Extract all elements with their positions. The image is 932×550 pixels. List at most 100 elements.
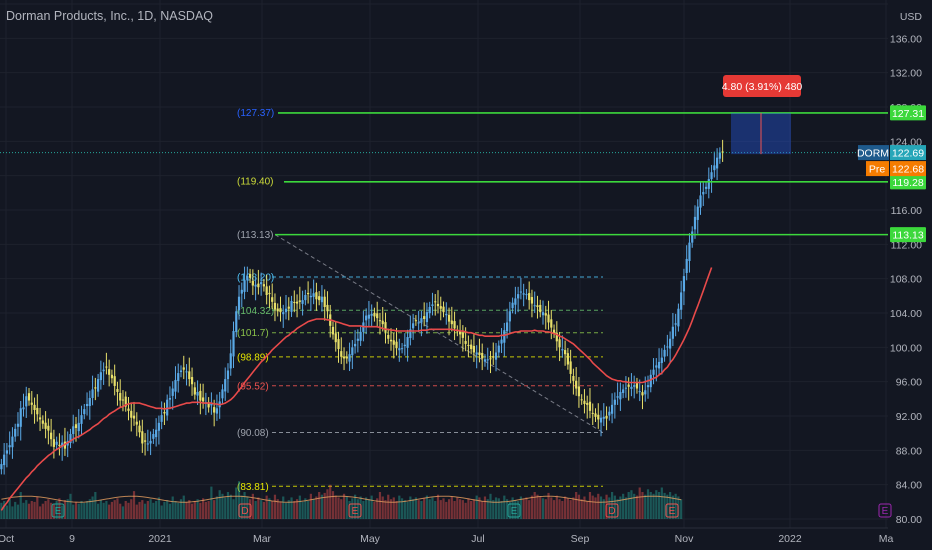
fib-level-label: (119.40) — [237, 176, 274, 187]
pre-label-tag — [866, 161, 889, 177]
volume-bar — [544, 499, 547, 519]
event-marker-icon[interactable]: E — [882, 506, 889, 517]
volume-bar — [11, 506, 14, 519]
candle-body — [14, 428, 17, 437]
price-tick-label: 116.00 — [891, 205, 922, 217]
candle-body — [613, 399, 616, 405]
volume-bar — [44, 501, 47, 519]
event-marker-icon[interactable]: D — [241, 506, 248, 517]
event-marker-icon[interactable] — [605, 503, 619, 518]
level-price-tag[interactable] — [890, 174, 926, 190]
candle-body — [88, 397, 91, 407]
candle-body — [0, 464, 3, 470]
candle-body — [365, 315, 368, 321]
candle-body — [517, 294, 520, 299]
volume-bar — [669, 492, 672, 519]
event-marker-icon[interactable] — [507, 503, 521, 518]
candle-body — [434, 301, 437, 303]
level-price-tag[interactable] — [890, 105, 926, 121]
candle-body — [376, 313, 379, 319]
volume-bar — [483, 496, 487, 519]
volume-bar — [315, 496, 318, 519]
candle-body — [193, 387, 196, 395]
candle-body — [691, 231, 694, 243]
candle-body — [290, 300, 293, 312]
candle-body — [309, 295, 312, 298]
volume-bar — [116, 498, 119, 519]
candle-body — [655, 365, 658, 368]
candle-body — [108, 369, 111, 375]
candle-body — [508, 311, 511, 322]
volume-bar — [500, 501, 503, 519]
measure-tool[interactable]: 4.80 (3.91%) 480 — [722, 75, 803, 155]
candle-body — [135, 421, 138, 425]
candle-body — [398, 348, 401, 351]
event-marker-icon[interactable]: E — [352, 506, 359, 517]
candle-body — [586, 402, 589, 405]
price-tick-label: 100.00 — [890, 342, 922, 354]
price-axis[interactable]: 80.00 84.00 88.00 92.00 96.00 100.00 104.00 108… — [857, 0, 932, 550]
candle-body — [356, 338, 359, 341]
volume-bar — [517, 501, 520, 519]
event-marker-icon[interactable] — [878, 503, 892, 518]
volume-bar — [27, 503, 31, 519]
volume-bar — [646, 489, 650, 519]
candle-body — [127, 408, 130, 411]
volume-bar — [72, 504, 75, 519]
event-marker-icon[interactable]: D — [608, 506, 615, 517]
volume-bar — [558, 499, 561, 519]
candle-body — [235, 311, 238, 333]
volume-bar — [320, 494, 324, 519]
candle-body — [644, 390, 647, 395]
candle-body — [423, 316, 426, 320]
volume-bar — [486, 499, 489, 519]
volume-bar — [108, 504, 111, 519]
fib-retracement[interactable]: (127.37)(119.40)(113.13)(108.20)(104.32)… — [237, 108, 604, 493]
grid-lines — [0, 0, 888, 528]
time-tick-label: Nov — [675, 533, 694, 545]
volume-bar — [174, 501, 177, 519]
level-price-tag[interactable] — [890, 227, 926, 243]
candle-body — [257, 283, 260, 288]
volume-bar — [69, 493, 72, 519]
price-tick-label: 96.00 — [896, 377, 922, 389]
candle-body — [447, 314, 451, 322]
volume-bar — [83, 502, 86, 519]
candle-body — [624, 387, 628, 389]
candle-body — [315, 292, 318, 300]
candle-body — [240, 289, 243, 294]
candle-body — [77, 422, 80, 432]
event-marker-icon[interactable]: E — [55, 506, 62, 517]
candle-body — [16, 423, 20, 427]
volume-bar — [547, 492, 550, 519]
volume-bar — [481, 501, 484, 519]
candle-body — [505, 322, 509, 332]
candle-body — [500, 339, 503, 344]
event-marker-icon[interactable]: E — [669, 506, 676, 517]
volume-bar — [652, 493, 655, 519]
volume-bar — [439, 500, 442, 519]
measure-label: 4.80 (3.91%) 480 — [722, 81, 803, 93]
candle-body — [663, 349, 666, 357]
candle-body — [185, 371, 188, 373]
event-marker-icon[interactable] — [665, 503, 679, 518]
candle-body — [359, 331, 362, 341]
candle-body — [558, 339, 561, 348]
volume-bar — [458, 499, 462, 519]
candle-body — [547, 314, 550, 323]
volume-bar — [262, 501, 266, 519]
volume-bar — [66, 499, 69, 519]
candle-body — [387, 334, 390, 339]
support-resistance-lines[interactable] — [0, 112, 888, 236]
event-marker-icon[interactable] — [51, 503, 65, 518]
candle-body — [85, 403, 89, 407]
time-axis[interactable]: Oct 9 2021 Mar May Jul Sep Nov 2022 Ma — [0, 527, 893, 545]
candle-body — [569, 361, 572, 374]
volume-bar — [663, 492, 666, 519]
event-marker-icon[interactable]: E — [511, 506, 518, 517]
volume-bar — [627, 492, 630, 519]
event-marker-icon[interactable] — [238, 503, 252, 518]
event-marker-icon[interactable] — [348, 503, 362, 518]
